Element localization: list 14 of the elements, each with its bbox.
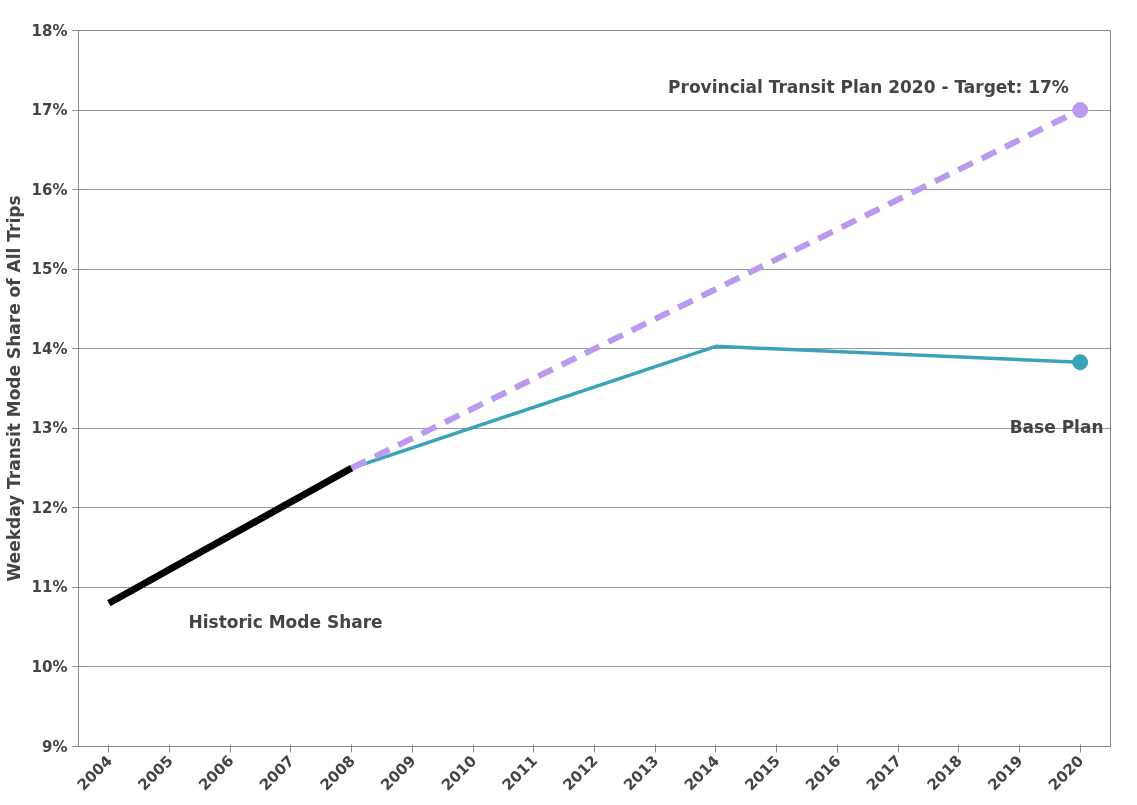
annotation: Provincial Transit Plan 2020 - Target: 17% xyxy=(668,76,1069,97)
annotation: Historic Mode Share xyxy=(188,611,383,632)
y-tick-label: 10% xyxy=(31,657,68,676)
y-tick-label: 15% xyxy=(31,260,68,279)
y-tick-label: 14% xyxy=(31,339,68,358)
y-axis-title: Weekday Transit Mode Share of All Trips xyxy=(3,195,24,582)
y-tick-label: 16% xyxy=(31,180,68,199)
annotation: Base Plan xyxy=(1009,416,1104,437)
y-tick-label: 13% xyxy=(31,419,68,438)
y-tick-label: 12% xyxy=(31,498,68,517)
y-tick-label: 17% xyxy=(31,101,68,120)
y-tick-label: 18% xyxy=(31,21,68,40)
y-tick-label: 11% xyxy=(31,578,68,597)
y-tick-label: 9% xyxy=(42,737,68,756)
